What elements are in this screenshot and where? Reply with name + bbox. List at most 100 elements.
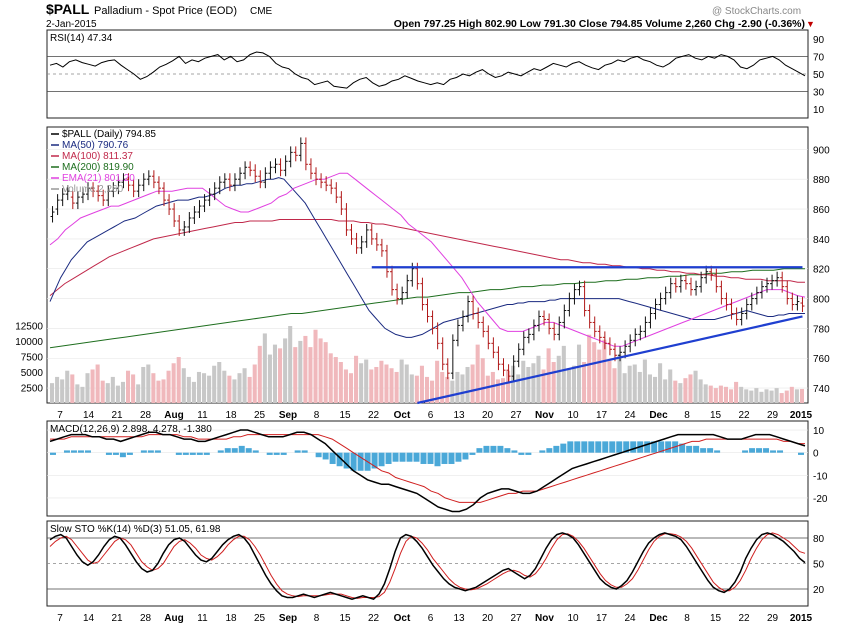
sto-x-tick-label: Sep — [279, 613, 297, 624]
volume-bar — [313, 329, 318, 403]
macd-histogram-bar — [126, 452, 133, 455]
volume-bar — [597, 349, 602, 403]
macd-histogram-bar — [105, 452, 112, 455]
volume-bar — [546, 348, 551, 403]
volume-bar — [430, 380, 435, 403]
sto-x-tick-label: 27 — [510, 613, 522, 624]
volume-bar — [318, 338, 323, 403]
macd-histogram-bar — [406, 452, 413, 462]
volume-bar — [126, 370, 131, 403]
price-x-tick-label: 15 — [339, 410, 351, 421]
macd-histogram-bar — [378, 452, 385, 467]
macd-histogram-bar — [497, 445, 504, 453]
volume-bar — [506, 370, 511, 403]
volume-bar — [592, 342, 597, 403]
volume-bar — [131, 374, 136, 403]
volume-bar — [500, 378, 506, 403]
price-tick-label: 820 — [813, 265, 830, 276]
macd-histogram-bar — [574, 441, 581, 453]
price-x-tick-label: 21 — [111, 410, 123, 421]
volume-bar — [394, 371, 399, 403]
rsi-tick-label: 50 — [813, 70, 825, 81]
volume-bar — [161, 379, 166, 403]
volume-bar — [637, 371, 642, 403]
volume-bar — [647, 374, 652, 403]
exchange-label: CME — [250, 6, 273, 17]
macd-histogram-bar — [301, 450, 308, 453]
rsi-tick-label: 10 — [813, 105, 825, 116]
volume-bar — [703, 384, 708, 403]
volume-bar — [141, 366, 146, 403]
volume-bar — [212, 365, 217, 403]
volume-bar — [424, 376, 430, 403]
volume-bar — [718, 385, 723, 403]
volume-bar — [409, 374, 414, 403]
volume-bar — [389, 368, 394, 403]
macd-histogram-bar — [686, 445, 693, 453]
price-legend-label: EMA(21) 801.20 — [62, 173, 135, 184]
macd-histogram-bar — [546, 448, 553, 453]
sto-d-line — [49, 532, 806, 599]
volume-bar — [602, 339, 607, 403]
macd-histogram-bar — [420, 452, 427, 464]
volume-bar — [207, 375, 212, 403]
volume-bar — [582, 362, 587, 403]
macd-histogram-bar — [441, 452, 448, 464]
sto-x-tick-label: Nov — [535, 613, 554, 624]
volume-bar — [754, 388, 759, 403]
sto-x-tick-label: 18 — [225, 613, 237, 624]
price-x-tick-label: 20 — [482, 410, 494, 421]
macd-histogram-bar — [217, 450, 224, 453]
volume-bar — [237, 373, 242, 403]
macd-histogram-bar — [476, 448, 483, 453]
volume-bar — [359, 363, 364, 403]
price-legend-label: MA(200) 819.90 — [62, 162, 134, 173]
ema21-line — [49, 172, 806, 347]
volume-bar — [460, 374, 465, 403]
price-tick-label: 740 — [813, 384, 830, 395]
macd-histogram-bar — [175, 452, 182, 455]
symbol-title: $PALL — [46, 1, 90, 17]
price-x-tick-label: 8 — [314, 410, 320, 421]
volume-bar — [232, 379, 237, 403]
volume-bar — [186, 376, 191, 403]
volume-bar — [80, 386, 85, 403]
volume-bar — [227, 375, 232, 403]
price-x-tick-label: 15 — [710, 410, 722, 421]
volume-bar — [348, 373, 354, 403]
volume-bar — [262, 333, 267, 403]
volume-bar — [120, 381, 126, 403]
macd-histogram-bar — [469, 452, 476, 455]
sto-title: Slow STO %K(14) %D(3) 51.05, 61.98 — [50, 524, 221, 535]
macd-histogram-bar — [700, 448, 707, 453]
macd-histogram-bar — [511, 450, 518, 453]
price-legend-label: MA(100) 811.37 — [62, 151, 133, 162]
macd-histogram-bar — [413, 452, 420, 462]
volume-bar — [450, 380, 455, 403]
macd-histogram-bar — [749, 448, 756, 453]
price-x-tick-label: 17 — [596, 410, 608, 421]
volume-bar — [272, 344, 278, 403]
price-x-tick-label: 11 — [197, 410, 208, 421]
macd-histogram-bar — [147, 450, 154, 453]
volume-bar — [642, 359, 647, 403]
price-tick-label: 900 — [813, 145, 830, 156]
chart-date: 2-Jan-2015 — [46, 19, 97, 30]
price-x-tick-label: 10 — [567, 410, 579, 421]
volume-bar — [536, 355, 541, 403]
price-x-tick-label: Aug — [164, 410, 183, 421]
macd-histogram-bar — [777, 450, 784, 453]
volume-bar — [100, 380, 105, 403]
volume-bar — [688, 374, 693, 403]
sto-x-tick-label: 21 — [111, 613, 123, 624]
volume-bar — [369, 369, 374, 403]
volume-bar — [587, 334, 592, 403]
macd-histogram-bar — [266, 452, 273, 455]
macd-histogram-bar — [455, 452, 462, 462]
volume-bar — [75, 384, 80, 403]
price-x-tick-label: 18 — [225, 410, 237, 421]
macd-histogram-bar — [644, 441, 651, 453]
volume-bar — [196, 371, 202, 403]
macd-histogram-bar — [483, 445, 490, 453]
